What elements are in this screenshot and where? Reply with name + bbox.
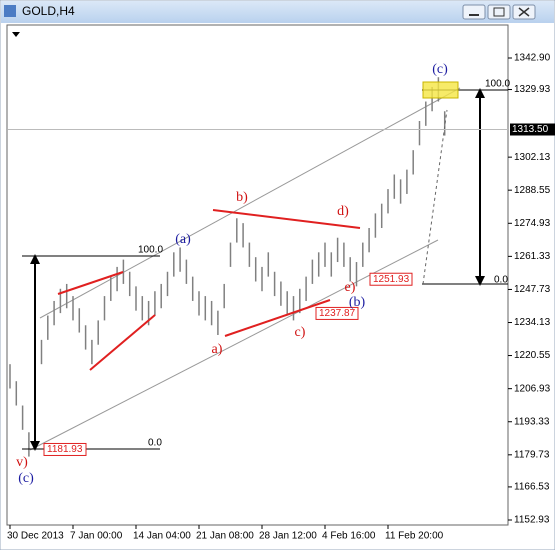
dashed-line xyxy=(422,109,448,285)
annotation: e) xyxy=(345,280,356,295)
price-tag-box xyxy=(43,442,87,456)
x-tick-label: 14 Jan 04:00 xyxy=(133,531,191,542)
x-tick-label: 30 Dec 2013 xyxy=(7,531,64,542)
y-tick-label: 1220.55 xyxy=(514,350,551,361)
price-tag: 1251.93 xyxy=(373,274,410,285)
plot-area xyxy=(6,24,509,526)
x-tick-label: 7 Jan 00:00 xyxy=(70,531,123,542)
annotation: b) xyxy=(236,190,248,205)
annotation: (c) xyxy=(18,471,34,486)
y-tick-label: 1247.73 xyxy=(514,284,551,295)
y-tick-label: 1329.93 xyxy=(514,84,551,95)
annotation: (c) xyxy=(432,62,448,77)
annotation: a) xyxy=(212,342,223,357)
annotation: 0.0 xyxy=(148,438,162,449)
y-tick-label: 1274.93 xyxy=(514,218,551,229)
y-tick-label: 1152.93 xyxy=(514,515,550,526)
annotation: v) xyxy=(16,455,28,470)
annotation: c) xyxy=(295,325,306,340)
annotation: 100.0 xyxy=(138,245,163,256)
arrows xyxy=(30,88,485,451)
y-tick-label: 1166.53 xyxy=(514,482,550,493)
price-tag-box xyxy=(315,306,359,320)
target-box xyxy=(422,81,459,99)
minimize-button[interactable] xyxy=(462,4,486,20)
menu-arrow xyxy=(12,32,20,37)
y-tick-label: 1234.13 xyxy=(514,317,551,328)
annotation: 0.0 xyxy=(494,275,508,286)
y-tick-label: 1302.13 xyxy=(514,152,551,163)
annotation: (a) xyxy=(175,232,191,247)
window-buttons[interactable] xyxy=(462,4,536,20)
annotation: d) xyxy=(337,204,349,219)
price-tag-box xyxy=(369,272,413,286)
y-tick-label: 1261.33 xyxy=(514,251,551,262)
x-tick-label: 11 Feb 20:00 xyxy=(385,531,444,542)
y-tick-label: 1179.73 xyxy=(514,449,550,460)
x-tick-label: 28 Jan 12:00 xyxy=(259,531,317,542)
y-tick-label: 1288.55 xyxy=(514,185,551,196)
maximize-button[interactable] xyxy=(487,4,511,20)
title-bar xyxy=(1,1,554,23)
annotation: 100.0 xyxy=(485,79,510,90)
trend-lines xyxy=(57,209,361,371)
price-tag: 1181.93 xyxy=(47,444,83,455)
current-price-box xyxy=(510,123,555,136)
y-tick-label: 1342.90 xyxy=(514,53,551,64)
y-tick-label: 1193.33 xyxy=(514,416,550,427)
annotation: (b) xyxy=(349,295,366,310)
x-tick-label: 4 Feb 16:00 xyxy=(322,531,376,542)
app-icon xyxy=(4,5,16,17)
y-tick-label: 1206.93 xyxy=(514,383,551,394)
window-title: GOLD,H4 xyxy=(22,4,75,18)
current-price-label: 1313.50 xyxy=(512,124,549,135)
x-tick-label: 21 Jan 08:00 xyxy=(196,531,254,542)
price-tag: 1237.87 xyxy=(319,308,356,319)
